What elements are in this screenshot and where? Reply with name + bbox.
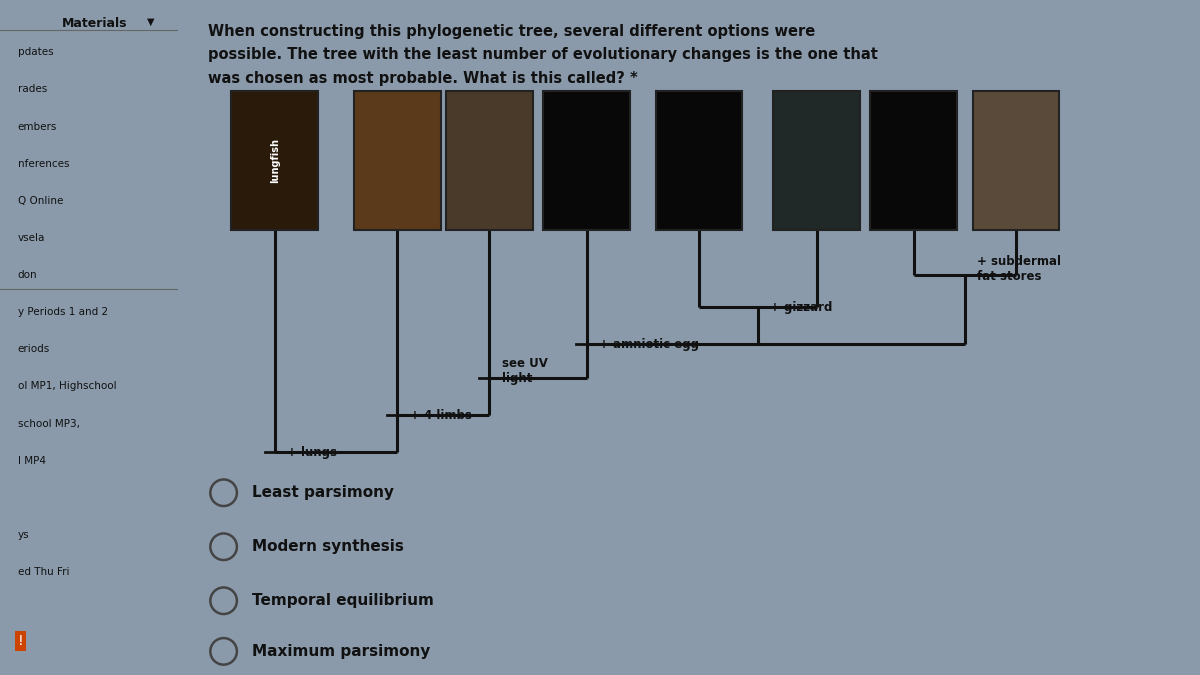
Text: Materials: Materials bbox=[62, 17, 127, 30]
Bar bbox=[354, 91, 440, 230]
Text: pdates: pdates bbox=[18, 47, 53, 57]
Text: Maximum parsimony: Maximum parsimony bbox=[252, 644, 431, 659]
Text: + amniotic egg: + amniotic egg bbox=[599, 338, 698, 351]
Bar bbox=[773, 91, 860, 230]
Text: + lungs: + lungs bbox=[287, 446, 337, 459]
Text: + subdermal
fat stores: + subdermal fat stores bbox=[977, 254, 1061, 283]
Text: !: ! bbox=[18, 634, 23, 648]
Text: see UV
light: see UV light bbox=[502, 357, 547, 385]
Text: Temporal equilibrium: Temporal equilibrium bbox=[252, 593, 434, 608]
Bar bbox=[972, 91, 1060, 230]
Text: l MP4: l MP4 bbox=[18, 456, 46, 466]
Text: Modern synthesis: Modern synthesis bbox=[252, 539, 404, 554]
Text: possible. The tree with the least number of evolutionary changes is the one that: possible. The tree with the least number… bbox=[209, 47, 878, 62]
Text: school MP3,: school MP3, bbox=[18, 418, 79, 429]
Text: was chosen as most probable. What is this called? *: was chosen as most probable. What is thi… bbox=[209, 71, 638, 86]
Text: nferences: nferences bbox=[18, 159, 70, 169]
Text: rades: rades bbox=[18, 84, 47, 95]
Text: Least parsimony: Least parsimony bbox=[252, 485, 395, 500]
Text: ys: ys bbox=[18, 530, 29, 540]
Text: + 4 limbs: + 4 limbs bbox=[409, 408, 472, 422]
Bar bbox=[655, 91, 743, 230]
Bar bbox=[544, 91, 630, 230]
Text: y Periods 1 and 2: y Periods 1 and 2 bbox=[18, 307, 108, 317]
Text: embers: embers bbox=[18, 122, 58, 132]
Text: Q Online: Q Online bbox=[18, 196, 64, 206]
Text: eriods: eriods bbox=[18, 344, 50, 354]
Bar bbox=[446, 91, 533, 230]
Text: don: don bbox=[18, 270, 37, 280]
Text: ▼: ▼ bbox=[148, 17, 155, 27]
Text: vsela: vsela bbox=[18, 233, 46, 243]
Bar bbox=[870, 91, 958, 230]
Bar bbox=[232, 91, 318, 230]
Text: When constructing this phylogenetic tree, several different options were: When constructing this phylogenetic tree… bbox=[209, 24, 816, 38]
Text: ol MP1, Highschool: ol MP1, Highschool bbox=[18, 381, 116, 391]
Text: + gizzard: + gizzard bbox=[770, 300, 833, 314]
Text: ed Thu Fri: ed Thu Fri bbox=[18, 567, 70, 577]
Text: lungfish: lungfish bbox=[270, 138, 280, 183]
